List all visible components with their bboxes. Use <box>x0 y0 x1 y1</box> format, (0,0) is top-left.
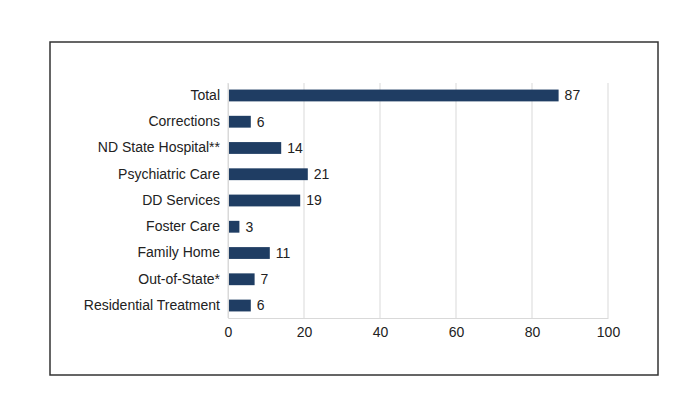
bars <box>228 90 559 312</box>
chart: 87614211931176020406080100TotalCorrectio… <box>0 0 700 417</box>
x-tick: 100 <box>597 318 621 340</box>
x-tick-label: 60 <box>449 324 465 340</box>
y-tick: Total <box>190 87 228 103</box>
y-tick-label: DD Services <box>142 192 220 208</box>
y-axis-line <box>228 84 229 319</box>
y-axis: Total Corrections ND State Hospital** Psych… <box>84 84 229 319</box>
x-tick: 40 <box>373 318 389 340</box>
y-tick-label: Residential Treatment <box>84 297 220 313</box>
y-tick: Family Home <box>138 244 228 260</box>
x-axis: 0 20 40 60 80 100 <box>225 318 621 340</box>
grid-line <box>608 83 609 318</box>
data-label: 6 <box>257 297 265 313</box>
data-label: 87 <box>565 87 581 103</box>
data-label: 6 <box>257 114 265 130</box>
y-tick-label: Family Home <box>138 244 221 260</box>
y-tick: Out-of-State* <box>138 271 228 287</box>
bar <box>228 116 251 128</box>
x-tick-label: 0 <box>225 324 233 340</box>
bar <box>228 273 255 285</box>
x-tick: 0 <box>225 318 233 340</box>
y-tick-label: Psychiatric Care <box>118 166 220 182</box>
grid-line <box>304 83 305 318</box>
y-tick-label: Corrections <box>148 113 220 129</box>
y-tick: ND State Hospital** <box>98 139 228 155</box>
x-tick-label: 40 <box>373 324 389 340</box>
y-tick-label: Out-of-State* <box>138 271 220 287</box>
y-tick: Residential Treatment <box>84 297 228 313</box>
y-tick-label: Foster Care <box>146 218 220 234</box>
x-tick-label: 100 <box>597 324 621 340</box>
grid-line <box>380 83 381 318</box>
x-tick: 20 <box>297 318 313 340</box>
data-label: 14 <box>287 140 303 156</box>
x-tick-label: 20 <box>297 324 313 340</box>
y-tick: Psychiatric Care <box>118 166 228 182</box>
bar <box>228 168 308 180</box>
data-label: 21 <box>314 166 330 182</box>
data-label: 11 <box>276 245 291 261</box>
y-tick-label: Total <box>190 87 220 103</box>
y-tick-label: ND State Hospital** <box>98 139 221 155</box>
y-tick: Corrections <box>148 113 228 129</box>
bar <box>228 221 239 233</box>
grid <box>228 83 608 318</box>
bar <box>228 300 251 312</box>
x-tick: 80 <box>525 318 541 340</box>
data-label: 19 <box>306 192 322 208</box>
y-tick: Foster Care <box>146 218 228 234</box>
x-tick-label: 80 <box>525 324 541 340</box>
bar <box>228 195 300 207</box>
x-tick: 60 <box>449 318 465 340</box>
y-tick: DD Services <box>142 192 228 208</box>
x-axis-line <box>229 318 609 319</box>
frame <box>50 42 658 375</box>
grid-line <box>532 83 533 318</box>
data-label: 7 <box>261 271 269 287</box>
data-labels: 87 6 14 21 19 3 11 7 6 <box>245 87 580 313</box>
data-label: 3 <box>245 219 253 235</box>
bar <box>228 142 281 154</box>
grid-line <box>228 83 229 318</box>
grid-line <box>456 83 457 318</box>
bar <box>228 247 270 259</box>
bar <box>228 90 559 102</box>
